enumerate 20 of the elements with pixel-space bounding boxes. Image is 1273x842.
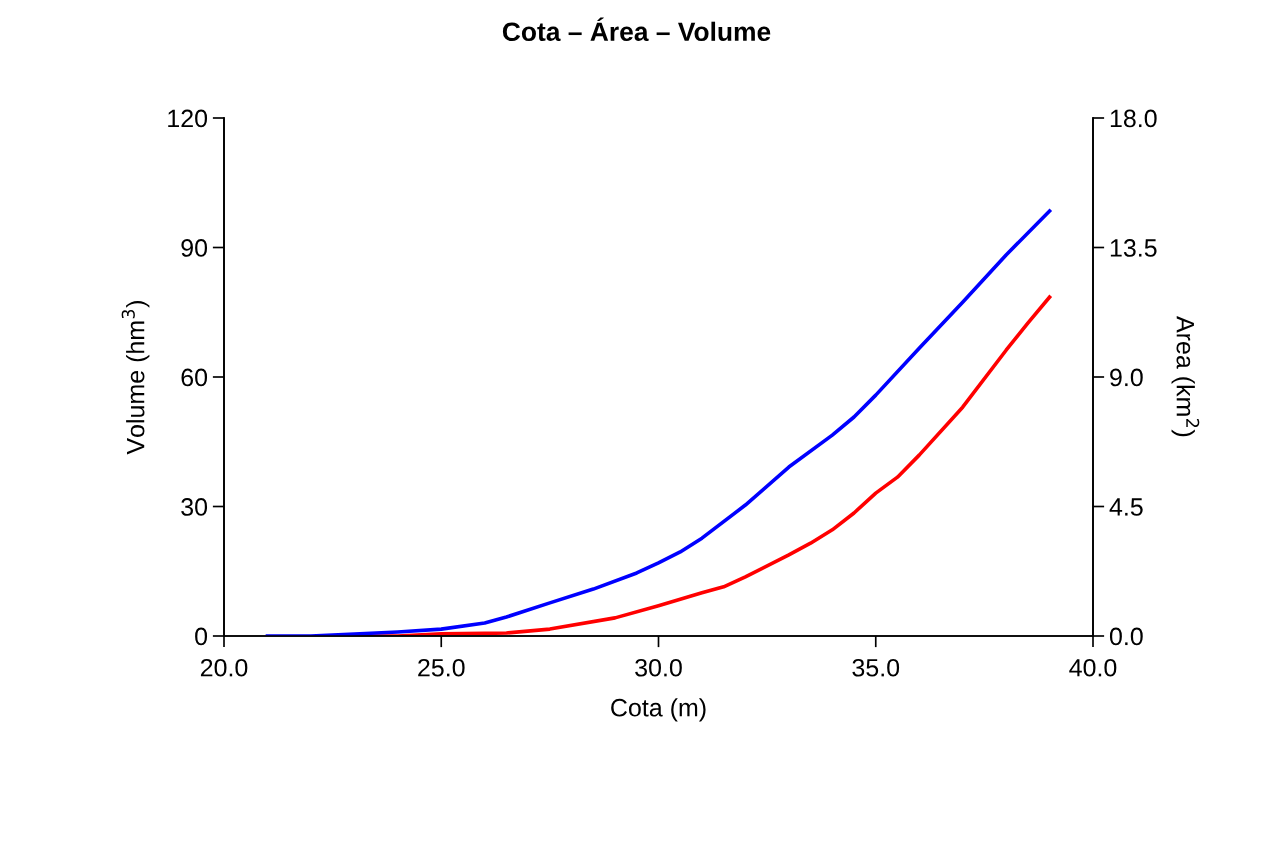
line-series [265, 209, 1052, 636]
y-tick-label: 30 [181, 498, 208, 516]
x-tick-label: 40.0 [1069, 658, 1117, 677]
y2-tick-label: 9.0 [1110, 368, 1143, 387]
y-tick-label: 60 [181, 368, 208, 387]
x-tick-label: 20.0 [200, 658, 248, 677]
y-tick-label: 120 [168, 109, 208, 128]
y2-tick-label: 13.5 [1110, 239, 1157, 257]
x-axis-title: Cota (m) [611, 698, 706, 722]
y2-tick-label: 0.0 [1109, 627, 1143, 646]
y2-tick-label: 18.0 [1110, 109, 1157, 128]
chart-title: Cota – Área – Volume [502, 17, 771, 42]
y-tick-label: 90 [181, 239, 208, 257]
y-tick-label: 0 [195, 627, 208, 646]
y-axis-title: Volume (hm$^{3}$) [121, 301, 150, 455]
x-tick-label: 30.0 [635, 658, 682, 677]
x-tick-label: 25.0 [418, 658, 465, 677]
y2-tick-label: 4.5 [1109, 498, 1143, 516]
x-tick-label: 35.0 [852, 658, 900, 677]
y2-axis-title: Area (km$^{2}$) [1171, 316, 1200, 437]
